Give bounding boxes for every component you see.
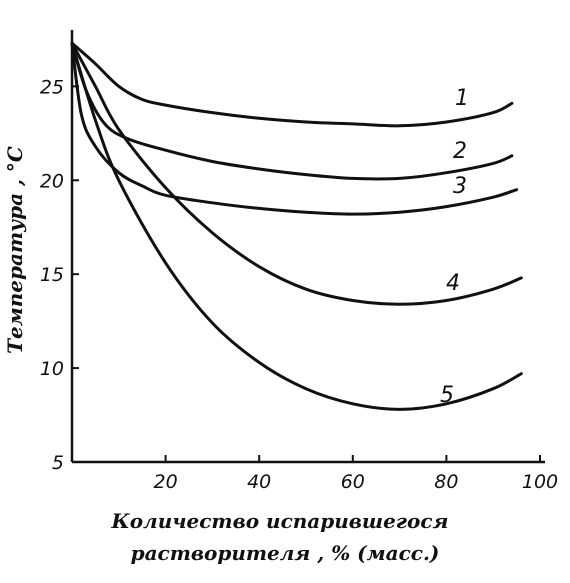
x-axis-title-line2: растворителя , % (масс.) (131, 541, 440, 565)
curve-label-4: 4 (446, 271, 460, 296)
y-tick-label: 20 (40, 170, 64, 192)
x-tick-label: 80 (434, 471, 458, 493)
x-axis-title-line1: Количество испарившегося (111, 509, 449, 533)
curves: 1 2 3 4 5 (70, 41, 523, 411)
curve-label-5: 5 (440, 383, 454, 408)
curve-label-2: 2 (453, 139, 467, 164)
x-tick-label: 60 (341, 471, 365, 493)
x-tick-label: 40 (247, 471, 271, 493)
y-tick-label: 25 (40, 76, 64, 98)
curve-5 (70, 41, 523, 411)
curve-2 (70, 41, 514, 181)
y-tick-label: 5 (52, 452, 64, 474)
curve-label-1: 1 (455, 86, 469, 111)
curve-label-3: 3 (453, 174, 467, 199)
x-tick-label: 20 (154, 471, 178, 493)
x-tick-label: 100 (522, 471, 558, 493)
y-axis-title: Температура , °C (3, 146, 27, 354)
curve-4 (70, 41, 523, 306)
curve-1 (70, 41, 514, 128)
curve-3 (70, 41, 519, 216)
y-tick-label: 15 (40, 264, 64, 286)
y-tick-label: 10 (40, 358, 64, 380)
